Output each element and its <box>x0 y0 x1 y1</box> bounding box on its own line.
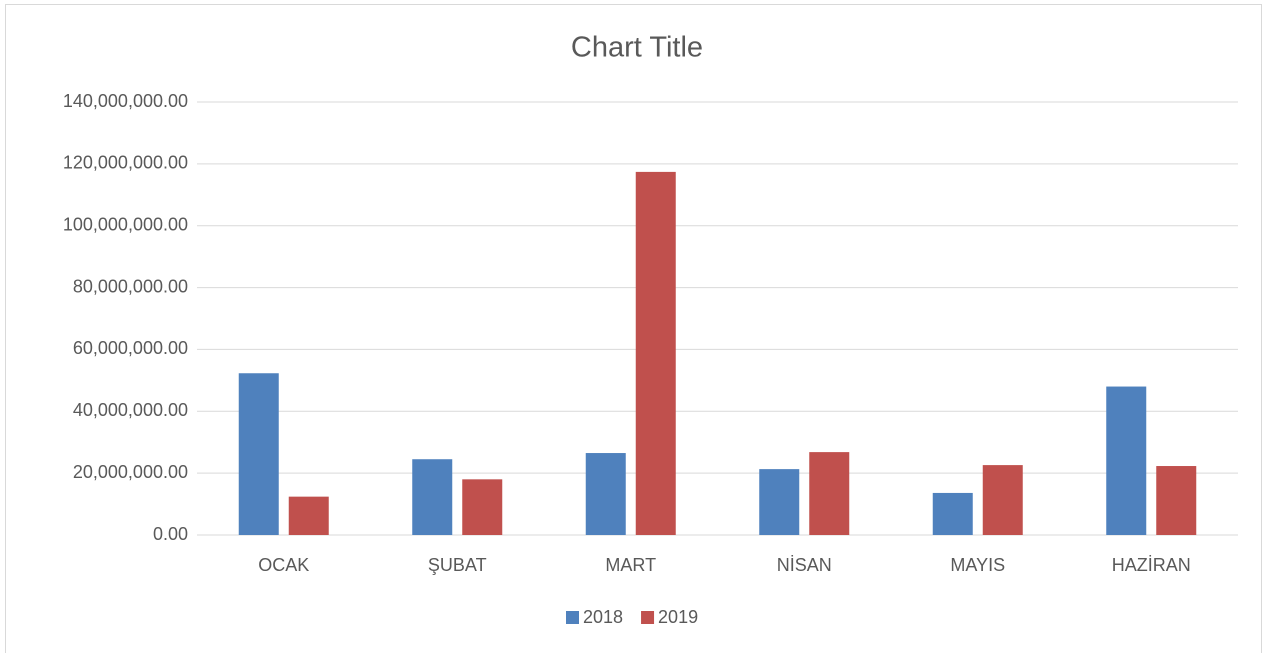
y-tick-label: 100,000,000.00 <box>63 214 188 234</box>
legend-swatch <box>566 611 579 624</box>
y-tick-label: 80,000,000.00 <box>73 276 188 296</box>
bar <box>635 171 676 536</box>
x-tick-label: NİSAN <box>777 555 832 575</box>
bar <box>462 479 503 535</box>
bar <box>809 452 850 535</box>
x-tick-label: ŞUBAT <box>428 555 487 575</box>
x-tick-label: HAZİRAN <box>1112 555 1191 575</box>
bar <box>1106 386 1147 535</box>
bar <box>238 373 279 535</box>
x-tick-label: MAYIS <box>950 555 1005 575</box>
x-tick-label: MART <box>605 555 656 575</box>
bar <box>759 469 800 535</box>
legend-label: 2019 <box>658 607 698 627</box>
legend-swatch <box>641 611 655 624</box>
y-tick-label: 40,000,000.00 <box>73 400 188 420</box>
chart-border <box>5 4 1262 653</box>
bar <box>585 453 626 535</box>
y-tick-label: 60,000,000.00 <box>73 338 188 358</box>
y-tick-label: 120,000,000.00 <box>63 153 188 173</box>
y-tick-label: 0.00 <box>153 524 188 544</box>
bar <box>288 496 329 535</box>
legend-label: 2018 <box>583 607 623 627</box>
bar <box>1156 466 1197 535</box>
y-tick-label: 20,000,000.00 <box>73 462 188 482</box>
y-tick-label: 140,000,000.00 <box>63 91 188 111</box>
bar <box>412 459 453 535</box>
x-tick-label: OCAK <box>258 555 309 575</box>
bar <box>932 492 973 535</box>
chart-title: Chart Title <box>571 32 703 64</box>
bar <box>982 465 1023 535</box>
